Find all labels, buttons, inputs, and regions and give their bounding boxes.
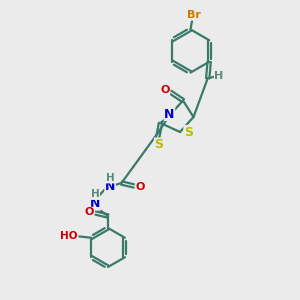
Text: HO: HO [61, 231, 78, 241]
Text: H: H [106, 173, 115, 183]
Text: O: O [135, 182, 145, 192]
Text: N: N [90, 197, 100, 210]
Text: O: O [85, 207, 94, 218]
Text: S: S [154, 138, 164, 151]
Text: H: H [214, 71, 224, 81]
Text: Br: Br [187, 10, 200, 20]
Text: N: N [105, 180, 115, 194]
Text: O: O [160, 85, 170, 95]
Text: H: H [91, 189, 100, 200]
Text: S: S [184, 125, 193, 139]
Text: N: N [164, 107, 175, 121]
